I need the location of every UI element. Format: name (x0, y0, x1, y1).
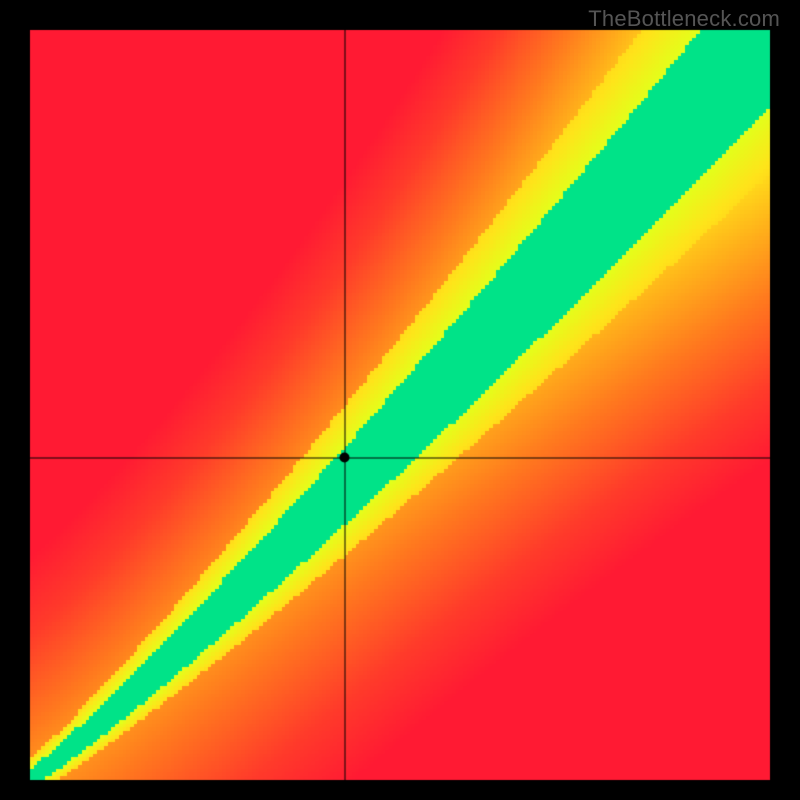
watermark-text: TheBottleneck.com (588, 6, 780, 32)
chart-container: TheBottleneck.com (0, 0, 800, 800)
heatmap-canvas (0, 0, 800, 800)
